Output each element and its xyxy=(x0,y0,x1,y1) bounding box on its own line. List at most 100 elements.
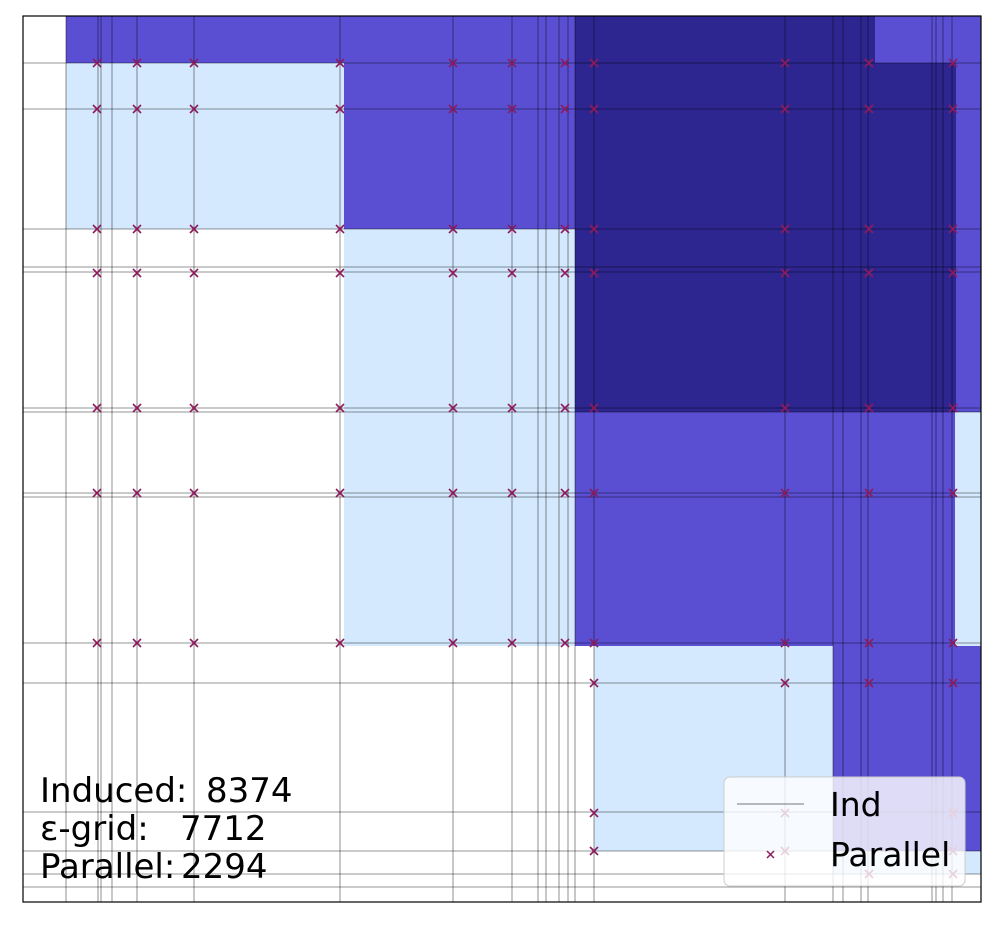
parallel-point-27-stroke-b xyxy=(507,224,517,234)
parallel-point-22-stroke-b xyxy=(92,224,102,234)
parallel-point-55-stroke-b xyxy=(92,488,102,498)
parallel-point-42-stroke-b xyxy=(864,268,874,278)
parallel-point-47 xyxy=(335,403,345,413)
parallel-point-6 xyxy=(560,58,570,68)
egrid-label: ε-grid: xyxy=(40,809,149,849)
parallel-point-46-stroke-b xyxy=(189,403,199,413)
parallel-point-70-stroke-b xyxy=(448,638,458,648)
parallel-point-53 xyxy=(864,403,874,413)
parallel-point-64 xyxy=(864,488,874,498)
parallel-point-1-stroke-b xyxy=(132,58,142,68)
induced-grid-lines xyxy=(23,16,981,902)
parallel-point-67 xyxy=(132,638,142,648)
parallel-point-68-stroke-b xyxy=(189,638,199,648)
parallel-point-24 xyxy=(189,224,199,234)
parallel-point-2-stroke-b xyxy=(189,58,199,68)
parallel-point-61 xyxy=(560,488,570,498)
parallel-point-62-stroke-b xyxy=(589,488,599,498)
parallel-point-41 xyxy=(780,268,790,278)
parallel-point-45 xyxy=(132,403,142,413)
parallel-point-17-stroke-b xyxy=(560,104,570,114)
parallel-point-35 xyxy=(189,268,199,278)
region-dark-4 xyxy=(575,63,956,412)
parallel-stat-value: 2294 xyxy=(181,847,268,887)
plot-frame xyxy=(22,15,982,903)
parallel-point-28-stroke-b xyxy=(560,224,570,234)
parallel-point-73-stroke-b xyxy=(589,638,599,648)
parallel-point-77 xyxy=(589,678,599,688)
parallel-point-23-stroke-b xyxy=(132,224,142,234)
parallel-point-75 xyxy=(864,638,874,648)
parallel-point-50 xyxy=(560,403,570,413)
parallel-point-4 xyxy=(448,58,458,68)
parallel-point-6-stroke-b xyxy=(560,58,570,68)
parallel-point-72 xyxy=(560,638,570,648)
parallel-point-15-stroke-b xyxy=(448,104,458,114)
legend-parallel-label: Parallel xyxy=(830,835,950,874)
egrid-value: 7712 xyxy=(180,809,267,849)
parallel-point-64-stroke-b xyxy=(864,488,874,498)
parallel-point-48-stroke-b xyxy=(448,403,458,413)
parallel-point-15 xyxy=(448,104,458,114)
parallel-point-81 xyxy=(589,808,599,818)
parallel-point-59-stroke-b xyxy=(448,488,458,498)
parallel-point-7-stroke-b xyxy=(589,58,599,68)
parallel-point-11-stroke-b xyxy=(92,104,102,114)
parallel-point-17 xyxy=(560,104,570,114)
parallel-point-7 xyxy=(589,58,599,68)
region-light-7 xyxy=(344,229,575,646)
parallel-point-77-stroke-b xyxy=(589,678,599,688)
parallel-point-56-stroke-b xyxy=(132,488,142,498)
parallel-point-71-stroke-b xyxy=(507,638,517,648)
parallel-point-60 xyxy=(507,488,517,498)
parallel-point-24-stroke-b xyxy=(189,224,199,234)
parallel-point-80 xyxy=(948,678,958,688)
parallel-point-30 xyxy=(780,224,790,234)
parallel-point-54-stroke-b xyxy=(948,403,958,413)
parallel-point-37-stroke-b xyxy=(448,268,458,278)
parallel-point-76 xyxy=(948,638,958,648)
parallel-point-23 xyxy=(132,224,142,234)
parallel-point-74 xyxy=(780,638,790,648)
parallel-point-14 xyxy=(335,104,345,114)
parallel-point-80-stroke-b xyxy=(948,678,958,688)
parallel-point-43-stroke-b xyxy=(948,268,958,278)
stats-annotation: Induced: 8374 ε-grid: 7712 Parallel: 229… xyxy=(40,771,293,887)
parallel-point-13 xyxy=(189,104,199,114)
parallel-point-75-stroke-b xyxy=(864,638,874,648)
parallel-stat-label: Parallel: xyxy=(40,847,175,887)
parallel-point-84 xyxy=(589,846,599,856)
parallel-point-4-stroke-b xyxy=(448,58,458,68)
parallel-point-76-stroke-b xyxy=(948,638,958,648)
parallel-point-20-stroke-b xyxy=(864,104,874,114)
parallel-point-62 xyxy=(589,488,599,498)
parallel-point-60-stroke-b xyxy=(507,488,517,498)
parallel-point-19 xyxy=(780,104,790,114)
parallel-point-71 xyxy=(507,638,517,648)
parallel-point-27 xyxy=(507,224,517,234)
parallel-point-73 xyxy=(589,638,599,648)
parallel-point-44 xyxy=(92,403,102,413)
parallel-point-33-stroke-b xyxy=(92,268,102,278)
parallel-point-0 xyxy=(92,58,102,68)
parallel-point-39-stroke-b xyxy=(560,268,570,278)
induced-label: Induced: xyxy=(40,771,187,811)
region-light-9 xyxy=(955,412,981,646)
parallel-point-3 xyxy=(335,58,345,68)
parallel-point-51 xyxy=(589,403,599,413)
parallel-point-57 xyxy=(189,488,199,498)
parallel-point-69-stroke-b xyxy=(335,638,345,648)
region-medium-8 xyxy=(575,412,955,646)
parallel-point-21-stroke-b xyxy=(948,104,958,114)
parallel-point-20 xyxy=(864,104,874,114)
parallel-point-28 xyxy=(560,224,570,234)
parallel-point-46 xyxy=(189,403,199,413)
parallel-point-38 xyxy=(507,268,517,278)
parallel-point-79-stroke-b xyxy=(864,678,874,688)
parallel-point-69 xyxy=(335,638,345,648)
parallel-point-40-stroke-b xyxy=(589,268,599,278)
parallel-point-79 xyxy=(864,678,874,688)
parallel-point-19-stroke-b xyxy=(780,104,790,114)
region-dark-3 xyxy=(575,16,875,63)
